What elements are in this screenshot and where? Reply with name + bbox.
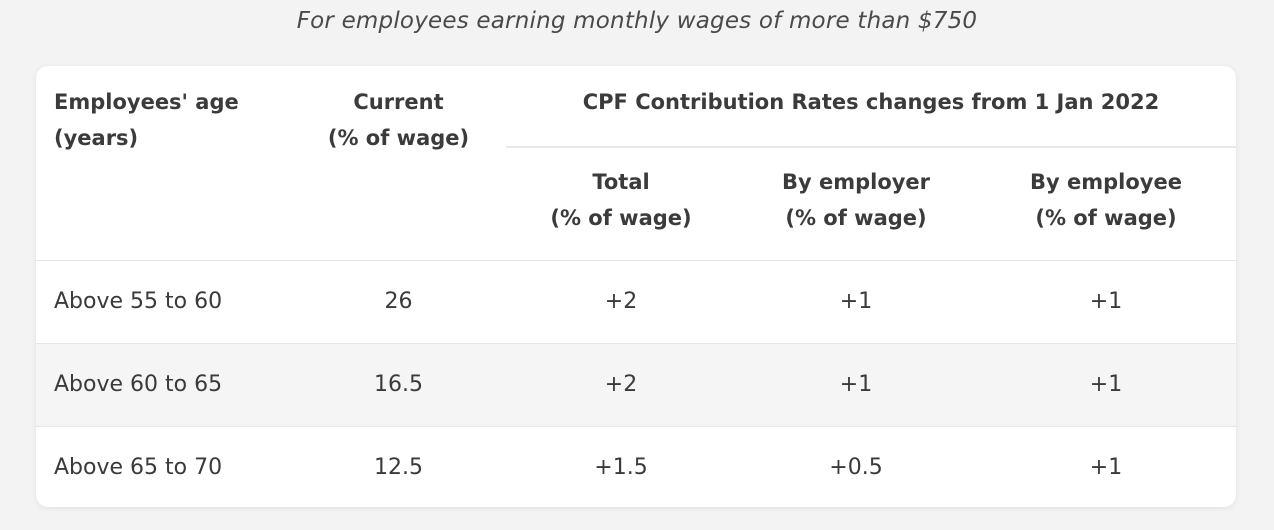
cell-by-employer: +0.5 bbox=[736, 425, 976, 507]
cpf-rates-table: Employees' age (years) Current (% of wag… bbox=[36, 66, 1236, 507]
cell-total: +2 bbox=[506, 342, 736, 426]
header-age-line2: (years) bbox=[54, 126, 139, 150]
cell-by-employee: +1 bbox=[976, 425, 1236, 507]
header-employee-line1: By employee bbox=[1030, 170, 1182, 194]
cell-current: 26 bbox=[291, 259, 506, 343]
cell-age: Above 65 to 70 bbox=[36, 425, 291, 507]
cell-current: 12.5 bbox=[291, 425, 506, 507]
header-total-line1: Total bbox=[592, 170, 650, 194]
header-employee-line2: (% of wage) bbox=[1035, 206, 1177, 230]
header-current-line1: Current bbox=[353, 90, 444, 114]
table-row: Above 55 to 60 26 +2 +1 +1 bbox=[36, 259, 1236, 343]
header-by-employer: By employer (% of wage) bbox=[736, 147, 976, 260]
table-subheader-row: Total (% of wage) By employer (% of wage… bbox=[36, 147, 1236, 260]
header-rate-changes-group: CPF Contribution Rates changes from 1 Ja… bbox=[506, 66, 1236, 148]
header-employees-age: Employees' age (years) bbox=[36, 66, 291, 260]
cell-by-employer: +1 bbox=[736, 259, 976, 343]
table-caption: For employees earning monthly wages of m… bbox=[296, 8, 978, 34]
cell-age: Above 60 to 65 bbox=[36, 342, 291, 426]
cell-total: +2 bbox=[506, 259, 736, 343]
cell-age: Above 55 to 60 bbox=[36, 259, 291, 343]
table-row: Above 65 to 70 12.5 +1.5 +0.5 +1 bbox=[36, 425, 1236, 507]
header-total-line2: (% of wage) bbox=[550, 206, 692, 230]
header-age-line1: Employees' age bbox=[54, 90, 239, 114]
header-current-line2: (% of wage) bbox=[327, 126, 470, 150]
cpf-rates-table-card: Employees' age (years) Current (% of wag… bbox=[36, 66, 1236, 507]
header-employer-line2: (% of wage) bbox=[785, 206, 927, 230]
table-row: Above 60 to 65 16.5 +2 +1 +1 bbox=[36, 342, 1236, 426]
table-header-row: Employees' age (years) Current (% of wag… bbox=[36, 66, 1236, 150]
header-group-label: CPF Contribution Rates changes from 1 Ja… bbox=[582, 90, 1160, 114]
cell-current: 16.5 bbox=[291, 342, 506, 426]
cell-by-employee: +1 bbox=[976, 342, 1236, 426]
cell-total: +1.5 bbox=[506, 425, 736, 507]
cell-by-employee: +1 bbox=[976, 259, 1236, 343]
header-current: Current (% of wage) bbox=[291, 66, 506, 260]
header-employer-line1: By employer bbox=[781, 170, 931, 194]
header-total: Total (% of wage) bbox=[506, 147, 736, 260]
header-by-employee: By employee (% of wage) bbox=[976, 147, 1236, 260]
cell-by-employer: +1 bbox=[736, 342, 976, 426]
